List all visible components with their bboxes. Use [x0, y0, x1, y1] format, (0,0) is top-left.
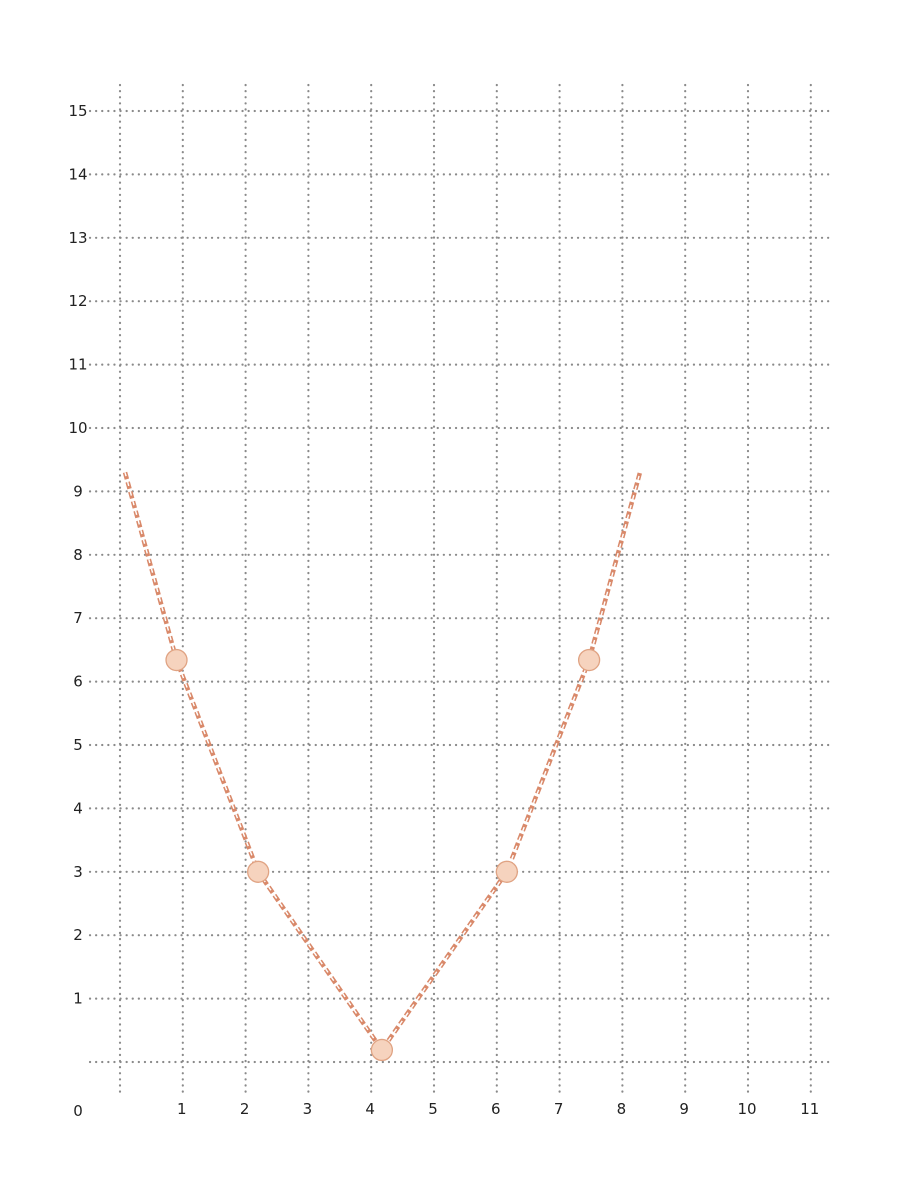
bead — [370, 1038, 394, 1062]
x-tick-label: 4 — [365, 1100, 375, 1118]
necklace — [122, 471, 643, 1062]
y-tick-label: 2 — [73, 926, 83, 944]
y-tick-label: 10 — [68, 419, 87, 437]
origin-label: 0 — [73, 1102, 83, 1120]
y-tick-label: 1 — [73, 990, 83, 1008]
y-tick-label: 12 — [68, 292, 87, 310]
bead — [577, 648, 601, 672]
y-tick-label: 9 — [73, 482, 83, 500]
x-tick-label: 5 — [428, 1100, 438, 1118]
y-tick-label: 15 — [68, 102, 87, 120]
bead — [247, 860, 270, 883]
x-tick-label: 6 — [491, 1100, 501, 1118]
y-tick-label: 7 — [73, 609, 83, 627]
y-tick-label: 13 — [68, 229, 87, 247]
y-tick-label: 4 — [73, 799, 83, 817]
x-tick-label: 7 — [554, 1100, 564, 1118]
chain — [122, 471, 643, 1053]
y-tick-label: 11 — [68, 356, 87, 374]
bead — [165, 648, 188, 672]
x-tick-label: 11 — [800, 1100, 819, 1118]
y-tick-label: 6 — [73, 673, 83, 691]
y-tick-label: 5 — [73, 736, 83, 754]
x-tick-label: 9 — [679, 1100, 689, 1118]
chain-link-highlight — [124, 472, 641, 1052]
x-tick-label: 1 — [177, 1100, 187, 1118]
x-tick-label: 10 — [737, 1100, 756, 1118]
bead — [495, 860, 518, 883]
x-tick-label: 3 — [303, 1100, 313, 1118]
x-tick-label: 8 — [617, 1100, 627, 1118]
grid — [88, 83, 832, 1094]
y-tick-label: 3 — [73, 863, 83, 881]
y-tick-label: 8 — [73, 546, 83, 564]
y-tick-label: 14 — [68, 165, 87, 183]
x-tick-label: 2 — [240, 1100, 250, 1118]
